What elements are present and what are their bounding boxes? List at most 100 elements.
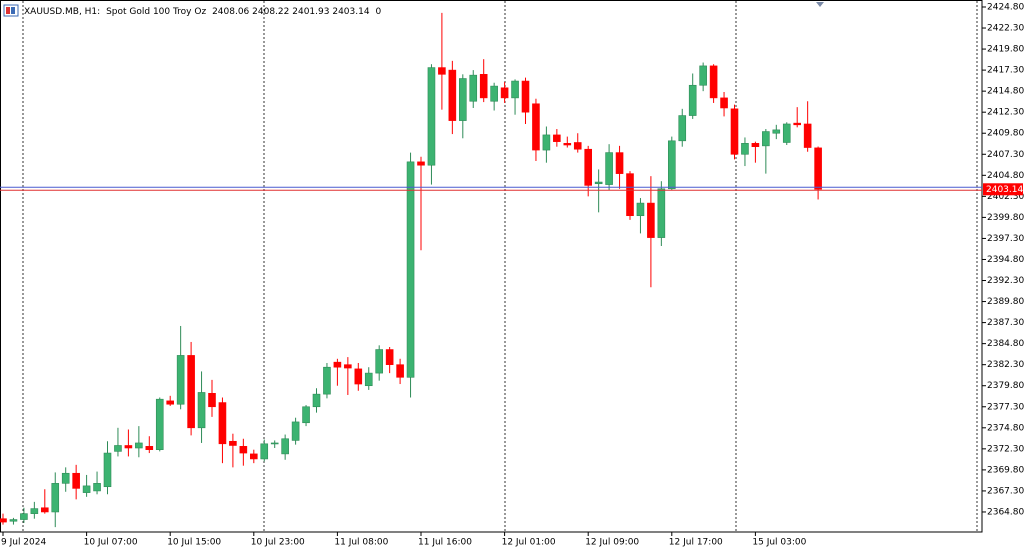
x-tick-label: 12 Jul 01:00 bbox=[502, 538, 556, 548]
candle-body bbox=[197, 392, 206, 429]
candle-body bbox=[333, 361, 342, 368]
chart-header: XAUUSD.MB, H1: Spot Gold 100 Troy Oz 240… bbox=[24, 7, 381, 17]
x-tick-label: 12 Jul 09:00 bbox=[585, 538, 639, 548]
candle-body bbox=[699, 65, 707, 86]
candle-body bbox=[103, 452, 112, 488]
candle-body bbox=[354, 368, 363, 385]
candle-body bbox=[427, 67, 436, 166]
candle-body bbox=[782, 123, 791, 143]
x-tick-label: 11 Jul 16:00 bbox=[418, 538, 472, 548]
candle-body bbox=[490, 85, 498, 102]
header-close: 2403.14 bbox=[332, 7, 369, 17]
candle-body bbox=[678, 115, 687, 142]
candle-body bbox=[605, 152, 613, 185]
candle-body bbox=[647, 202, 655, 238]
candle-body bbox=[417, 161, 425, 166]
header-low: 2401.93 bbox=[292, 7, 329, 17]
candle-body bbox=[30, 508, 39, 514]
y-tick-label: 2374.80 bbox=[987, 423, 1024, 433]
price-label-box bbox=[983, 183, 1023, 196]
symbol-icon bbox=[3, 4, 19, 17]
candle-body bbox=[270, 442, 279, 445]
candle-body bbox=[124, 445, 133, 449]
candle-body bbox=[762, 131, 770, 147]
candle-body bbox=[438, 67, 446, 75]
x-tick-label: 10 Jul 23:00 bbox=[251, 538, 305, 548]
candle-body bbox=[406, 161, 415, 378]
candle-body bbox=[657, 188, 666, 238]
price-label: 2403.14 bbox=[986, 185, 1023, 195]
chart-title: XAUUSD.MB, H1: bbox=[24, 7, 100, 17]
candle-body bbox=[709, 65, 718, 99]
candle-body bbox=[751, 143, 760, 147]
candle-body bbox=[469, 74, 478, 102]
y-tick-label: 2409.80 bbox=[987, 129, 1024, 139]
y-tick-label: 2402.30 bbox=[987, 192, 1024, 202]
y-tick-label: 2407.30 bbox=[987, 150, 1024, 160]
y-tick-label: 2419.80 bbox=[987, 45, 1024, 55]
candle-body bbox=[135, 442, 143, 449]
candle-body bbox=[239, 446, 248, 454]
candle-body bbox=[814, 147, 822, 190]
candle-body bbox=[281, 438, 289, 455]
candle-body bbox=[187, 355, 195, 429]
chart-shift-marker bbox=[816, 2, 824, 7]
candle-body bbox=[250, 453, 258, 460]
y-tick-label: 2379.80 bbox=[987, 381, 1024, 391]
candle-body bbox=[594, 181, 603, 185]
candle-body bbox=[323, 366, 331, 395]
candle-body bbox=[511, 80, 519, 99]
candle-body bbox=[532, 103, 540, 151]
candle-body bbox=[667, 140, 676, 190]
candle-body bbox=[93, 483, 101, 492]
y-tick-label: 2414.80 bbox=[987, 87, 1024, 97]
candle-body bbox=[9, 519, 18, 522]
candle-body bbox=[772, 129, 781, 134]
candle-body bbox=[40, 507, 49, 513]
y-tick-label: 2389.80 bbox=[987, 297, 1024, 307]
candle-body bbox=[396, 364, 404, 378]
candle-body bbox=[82, 485, 91, 493]
candle-body bbox=[573, 142, 582, 150]
candle-body bbox=[0, 518, 7, 523]
y-tick-label: 2424.80 bbox=[987, 2, 1024, 12]
x-tick-label: 15 Jul 03:00 bbox=[752, 538, 806, 548]
y-tick-label: 2397.30 bbox=[987, 234, 1024, 244]
header-open: 2408.06 bbox=[212, 7, 249, 17]
chart-subtitle: Spot Gold 100 Troy Oz bbox=[106, 7, 206, 17]
candle-body bbox=[521, 80, 530, 113]
candle-body bbox=[803, 123, 812, 148]
candle-body bbox=[479, 74, 488, 99]
candle-body bbox=[344, 364, 352, 369]
plot-frame bbox=[0, 0, 983, 533]
x-tick-label: 10 Jul 15:00 bbox=[167, 538, 221, 548]
candle-body bbox=[218, 402, 227, 445]
y-tick-label: 2369.80 bbox=[987, 465, 1024, 475]
y-tick-label: 2392.30 bbox=[987, 276, 1024, 286]
candle-body bbox=[720, 97, 728, 109]
candle-body bbox=[176, 355, 185, 405]
y-tick-label: 2387.30 bbox=[987, 318, 1024, 328]
candle-body bbox=[364, 372, 373, 387]
y-tick-label: 2367.30 bbox=[987, 486, 1024, 496]
candle-body bbox=[72, 472, 80, 489]
candle-body bbox=[114, 445, 122, 452]
candle-body bbox=[741, 143, 749, 155]
candle-body bbox=[145, 446, 154, 450]
candle-body bbox=[688, 84, 697, 116]
y-tick-label: 2404.80 bbox=[987, 171, 1024, 181]
candle-body bbox=[155, 398, 164, 450]
header-volume: 0 bbox=[375, 7, 381, 17]
candle-body bbox=[626, 173, 634, 217]
header-high: 2408.22 bbox=[252, 7, 289, 17]
candle-body bbox=[500, 87, 509, 99]
candle-body bbox=[615, 152, 624, 174]
candle-body bbox=[542, 134, 551, 151]
x-tick-label: 10 Jul 07:00 bbox=[84, 538, 138, 548]
candle-body bbox=[260, 443, 269, 460]
candle-body bbox=[20, 513, 28, 520]
candle-body bbox=[730, 108, 739, 155]
candle-body bbox=[61, 472, 70, 484]
candle-body bbox=[458, 78, 467, 121]
